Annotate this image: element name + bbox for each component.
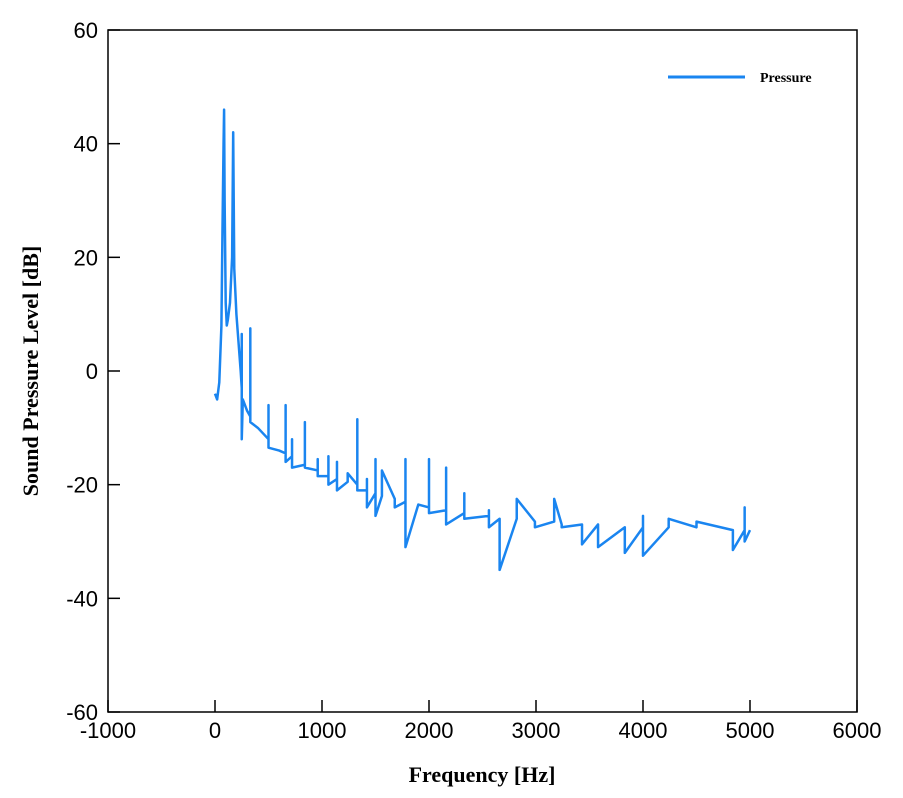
y-tick-label: 0 [86,359,98,384]
x-tick-label: -1000 [80,718,136,743]
x-tick-label: 2000 [405,718,454,743]
y-tick-label: 60 [74,18,98,43]
x-tick-label: 4000 [619,718,668,743]
x-axis-title: Frequency [Hz] [409,762,556,787]
y-tick-label: -40 [66,586,98,611]
y-axis-title: Sound Pressure Level [dB] [18,246,43,496]
y-tick-label: -20 [66,473,98,498]
x-tick-label: 1000 [298,718,347,743]
x-tick-label: 0 [209,718,221,743]
x-tick-label: 6000 [833,718,882,743]
y-tick-label: 20 [74,245,98,270]
x-tick-label: 3000 [512,718,561,743]
legend-label: Pressure [760,71,812,86]
y-tick-label: 40 [74,132,98,157]
data-line [213,108,752,572]
x-tick-label: 5000 [726,718,775,743]
y-tick-label: -60 [66,700,98,725]
